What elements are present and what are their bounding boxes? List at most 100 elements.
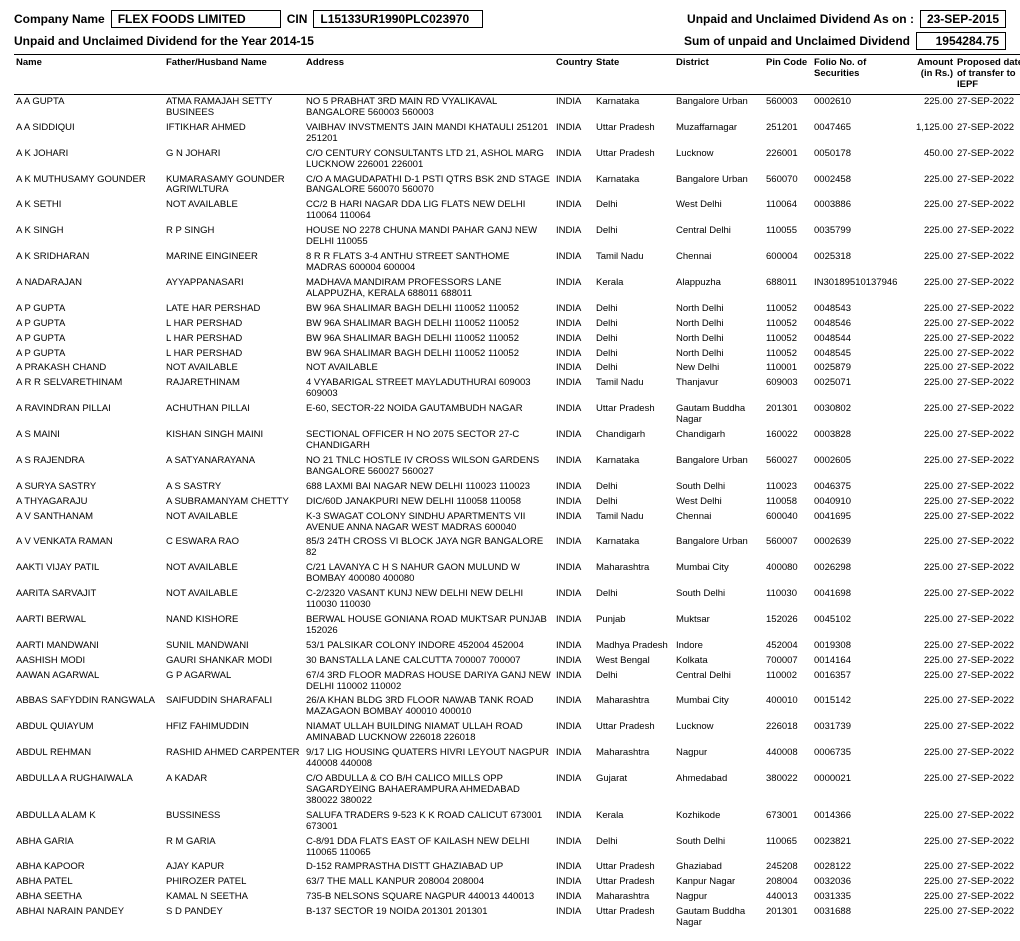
table-row: ABDUL QUIAYUMHFIZ FAHIMUDDINNIAMAT ULLAH… — [14, 720, 1020, 746]
table-cell: 27-SEP-2022 — [955, 95, 1020, 121]
table-cell: Bangalore Urban — [674, 173, 764, 199]
table-row: A K SRIDHARANMARINE EINGINEER8 R R FLATS… — [14, 250, 1020, 276]
table-cell: Central Delhi — [674, 224, 764, 250]
table-cell: 225.00 — [907, 809, 955, 835]
table-cell: CC/2 B HARI NAGAR DDA LIG FLATS NEW DELH… — [304, 198, 554, 224]
table-cell: 27-SEP-2022 — [955, 224, 1020, 250]
table-cell: 27-SEP-2022 — [955, 746, 1020, 772]
table-cell: 225.00 — [907, 587, 955, 613]
cin-label: CIN — [287, 12, 308, 26]
table-cell: Gautam Buddha Nagar — [674, 402, 764, 428]
header-row-2: Unpaid and Unclaimed Dividend for the Ye… — [14, 32, 1006, 50]
table-cell: 201301 — [764, 905, 812, 931]
table-cell: 201301 — [764, 402, 812, 428]
table-cell: INDIA — [554, 860, 594, 875]
table-cell: Uttar Pradesh — [594, 905, 674, 931]
table-cell: BW 96A SHALIMAR BAGH DELHI 110052 110052 — [304, 347, 554, 362]
table-row: A K MUTHUSAMY GOUNDERKUMARASAMY GOUNDER … — [14, 173, 1020, 199]
table-cell: 27-SEP-2022 — [955, 772, 1020, 809]
table-cell: 110052 — [764, 302, 812, 317]
table-cell: VAIBHAV INVSTMENTS JAIN MANDI KHATAULI 2… — [304, 121, 554, 147]
table-cell: 225.00 — [907, 224, 955, 250]
table-cell: 27-SEP-2022 — [955, 402, 1020, 428]
table-cell: 27-SEP-2022 — [955, 317, 1020, 332]
table-cell: 0023821 — [812, 835, 907, 861]
table-cell: A P GUPTA — [14, 347, 164, 362]
table-cell: 110002 — [764, 669, 812, 695]
table-cell: INDIA — [554, 639, 594, 654]
table-cell: ACHUTHAN PILLAI — [164, 402, 304, 428]
table-cell: INDIA — [554, 720, 594, 746]
table-cell: ABDUL REHMAN — [14, 746, 164, 772]
table-cell: Nagpur — [674, 746, 764, 772]
col-name: Name — [14, 55, 164, 95]
table-cell: 4 VYABARIGAL STREET MAYLADUTHURAI 609003… — [304, 376, 554, 402]
table-cell: Delhi — [594, 495, 674, 510]
table-cell: 53/1 PALSIKAR COLONY INDORE 452004 45200… — [304, 639, 554, 654]
table-cell: INDIA — [554, 535, 594, 561]
table-cell: 225.00 — [907, 905, 955, 931]
table-cell: ABHAI NARAIN PANDEY — [14, 905, 164, 931]
table-cell: West Delhi — [674, 495, 764, 510]
table-cell: Tamil Nadu — [594, 510, 674, 536]
table-cell: 110001 — [764, 361, 812, 376]
table-cell: Lucknow — [674, 147, 764, 173]
table-cell: NOT AVAILABLE — [304, 361, 554, 376]
table-cell: 225.00 — [907, 173, 955, 199]
table-cell: PHIROZER PATEL — [164, 875, 304, 890]
table-cell: 110058 — [764, 495, 812, 510]
table-cell: Bangalore Urban — [674, 95, 764, 121]
table-cell: Madhya Pradesh — [594, 639, 674, 654]
table-cell: 0025879 — [812, 361, 907, 376]
table-cell: A KADAR — [164, 772, 304, 809]
col-district: District — [674, 55, 764, 95]
table-cell: 600004 — [764, 250, 812, 276]
table-cell: Kerala — [594, 809, 674, 835]
table-cell: BW 96A SHALIMAR BAGH DELHI 110052 110052 — [304, 317, 554, 332]
table-cell: 560027 — [764, 454, 812, 480]
table-cell: ABDUL QUIAYUM — [14, 720, 164, 746]
table-cell: 600040 — [764, 510, 812, 536]
table-cell: AAWAN AGARWAL — [14, 669, 164, 695]
table-cell: C-2/2320 VASANT KUNJ NEW DELHI NEW DELHI… — [304, 587, 554, 613]
table-cell: A PRAKASH CHAND — [14, 361, 164, 376]
table-cell: 27-SEP-2022 — [955, 332, 1020, 347]
table-cell: 63/7 THE MALL KANPUR 208004 208004 — [304, 875, 554, 890]
table-cell: 0041698 — [812, 587, 907, 613]
table-row: ABDULLA A RUGHAIWALAA KADARC/O ABDULLA &… — [14, 772, 1020, 809]
table-cell: 225.00 — [907, 510, 955, 536]
table-row: A S RAJENDRAA SATYANARAYANANO 21 TNLC HO… — [14, 454, 1020, 480]
table-cell: AARTI MANDWANI — [14, 639, 164, 654]
table-cell: 0025318 — [812, 250, 907, 276]
table-cell: 0014366 — [812, 809, 907, 835]
table-cell: 0040910 — [812, 495, 907, 510]
table-cell: INDIA — [554, 317, 594, 332]
table-cell: Tamil Nadu — [594, 376, 674, 402]
table-cell: NOT AVAILABLE — [164, 510, 304, 536]
table-cell: INDIA — [554, 772, 594, 809]
table-cell: Indore — [674, 639, 764, 654]
table-row: A THYAGARAJUA SUBRAMANYAM CHETTYDIC/60D … — [14, 495, 1020, 510]
table-cell: NOT AVAILABLE — [164, 361, 304, 376]
table-cell: KISHAN SINGH MAINI — [164, 428, 304, 454]
table-cell: AYYAPPANASARI — [164, 276, 304, 302]
table-cell: Uttar Pradesh — [594, 860, 674, 875]
year-label: Unpaid and Unclaimed Dividend for the Ye… — [14, 34, 314, 48]
table-cell: 0019308 — [812, 639, 907, 654]
table-cell: 27-SEP-2022 — [955, 809, 1020, 835]
table-cell: Karnataka — [594, 173, 674, 199]
table-cell: 400080 — [764, 561, 812, 587]
table-cell: 110052 — [764, 317, 812, 332]
table-cell: 27-SEP-2022 — [955, 535, 1020, 561]
table-cell: ABDULLA A RUGHAIWALA — [14, 772, 164, 809]
table-cell: North Delhi — [674, 332, 764, 347]
table-cell: MARINE EINGINEER — [164, 250, 304, 276]
table-cell: 160022 — [764, 428, 812, 454]
table-cell: 380022 — [764, 772, 812, 809]
table-cell: 0002610 — [812, 95, 907, 121]
table-cell: 27-SEP-2022 — [955, 198, 1020, 224]
table-cell: 0002605 — [812, 454, 907, 480]
table-cell: 0048545 — [812, 347, 907, 362]
table-cell: INDIA — [554, 121, 594, 147]
table-cell: South Delhi — [674, 587, 764, 613]
